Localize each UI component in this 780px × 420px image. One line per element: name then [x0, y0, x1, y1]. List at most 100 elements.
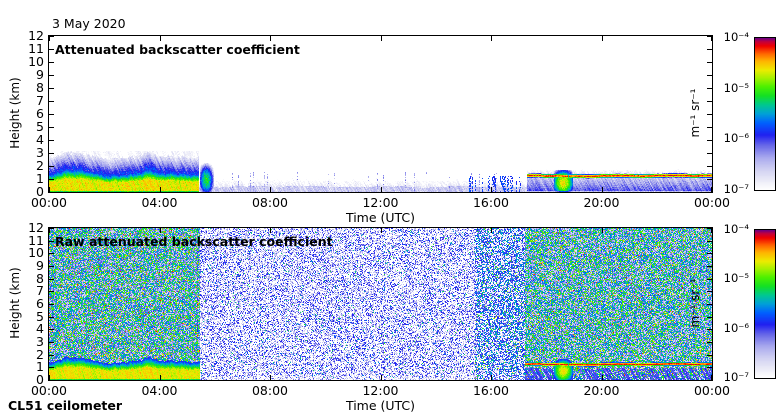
y-tick-right: [707, 62, 712, 63]
colorbar-bottom: [754, 229, 776, 379]
panel-raw-attenuated-backscatter: [48, 227, 713, 381]
y-tick-right: [707, 192, 712, 193]
y-tick: [49, 36, 54, 37]
x-tick-label: 12:00: [362, 195, 399, 210]
y-tick: [49, 241, 54, 242]
y-tick-label: 5: [36, 308, 44, 324]
x-tick-top: [711, 36, 712, 41]
colorbar-tick-label: 10⁻⁵: [723, 80, 749, 95]
y-tick: [49, 253, 54, 254]
y-tick-label: 7: [36, 283, 44, 299]
colorbar-units-bottom: m⁻¹ sr⁻¹: [688, 278, 702, 328]
x-tick-top: [270, 228, 271, 233]
x-tick-label: 00:00: [693, 383, 731, 398]
x-tick: [711, 375, 712, 380]
colorbar-gradient-bottom: [755, 230, 775, 378]
colorbar-tick-label: 10⁻⁷: [723, 182, 749, 196]
y-tick: [49, 279, 54, 280]
y-tick: [49, 49, 54, 50]
y-tick-right: [707, 140, 712, 141]
y-tick-label: 1: [36, 171, 44, 186]
y-tick-label: 6: [36, 106, 44, 121]
x-tick-top: [381, 36, 382, 41]
y-tick-right: [707, 179, 712, 180]
y-tick-right: [707, 49, 712, 50]
y-tick-label: 10: [28, 245, 44, 261]
x-tick-top: [49, 228, 50, 233]
y-tick: [49, 179, 54, 180]
x-tick-top: [491, 228, 492, 233]
x-tick-top: [270, 36, 271, 41]
y-tick-label: 11: [28, 232, 44, 248]
x-tick-top: [602, 228, 603, 233]
colorbar-tick-label: 10⁻⁷: [723, 370, 749, 384]
y-tick-right: [707, 329, 712, 330]
y-tick: [49, 342, 54, 343]
x-tick-label: 04:00: [141, 195, 178, 210]
y-tick: [49, 127, 54, 128]
y-tick-label: 10: [28, 54, 44, 69]
x-tick-top: [49, 36, 50, 41]
y-tick-right: [707, 114, 712, 115]
colorbar-units-top: m⁻¹ sr⁻¹: [688, 88, 702, 138]
y-tick: [49, 192, 54, 193]
y-tick-label: 9: [36, 67, 44, 82]
panel-title-raw: Raw attenuated backscatter coefficient: [55, 234, 333, 249]
instrument-label: CL51 ceilometer: [8, 398, 123, 413]
x-tick: [270, 187, 271, 192]
y-tick: [49, 355, 54, 356]
y-tick-label: 5: [36, 119, 44, 134]
y-tick: [49, 304, 54, 305]
y-tick-label: 2: [36, 346, 44, 362]
y-tick-label: 2: [36, 158, 44, 173]
x-tick: [160, 187, 161, 192]
y-tick: [49, 75, 54, 76]
y-tick: [49, 62, 54, 63]
x-tick-label: 12:00: [362, 383, 399, 398]
x-tick: [491, 187, 492, 192]
y-tick-right: [707, 88, 712, 89]
y-tick-label: 4: [36, 321, 44, 337]
x-tick: [49, 187, 50, 192]
x-tick-label: 20:00: [583, 195, 620, 210]
y-tick-label: 0: [36, 372, 44, 387]
y-tick-label: 3: [36, 145, 44, 160]
y-tick: [49, 153, 54, 154]
colorbar-top: [754, 37, 776, 191]
y-tick-right: [707, 291, 712, 292]
x-tick-top: [711, 228, 712, 233]
y-tick: [49, 166, 54, 167]
x-tick: [491, 375, 492, 380]
y-tick: [49, 101, 54, 102]
x-tick: [602, 187, 603, 192]
y-tick: [49, 380, 54, 381]
y-tick-right: [707, 380, 712, 381]
y-tick: [49, 88, 54, 89]
y-tick-label: 3: [36, 334, 44, 349]
x-tick-top: [602, 36, 603, 41]
y-tick-right: [707, 279, 712, 280]
y-tick-right: [707, 75, 712, 76]
x-tick-top: [160, 228, 161, 233]
y-tick: [49, 329, 54, 330]
y-tick-label: 11: [28, 41, 44, 56]
date-title: 3 May 2020: [52, 16, 126, 31]
y-tick-right: [707, 342, 712, 343]
x-tick-label: 00:00: [693, 195, 731, 210]
y-tick-right: [707, 228, 712, 229]
y-tick-right: [707, 36, 712, 37]
colorbar-gradient-top: [755, 38, 775, 190]
x-tick-label: 00:00: [30, 195, 68, 210]
y-tick: [49, 114, 54, 115]
attenuated-backscatter-heatmap: [49, 36, 712, 192]
y-tick-label: 8: [36, 80, 44, 95]
y-tick-right: [707, 304, 712, 305]
x-axis-label-top: Time (UTC): [345, 210, 416, 225]
x-tick-label: 16:00: [472, 383, 510, 398]
y-tick-label: 12: [28, 220, 44, 235]
y-tick: [49, 317, 54, 318]
y-tick-right: [707, 355, 712, 356]
y-tick: [49, 266, 54, 267]
y-tick-label: 4: [36, 132, 44, 147]
y-axis-label-bottom: Height (km): [8, 267, 22, 339]
